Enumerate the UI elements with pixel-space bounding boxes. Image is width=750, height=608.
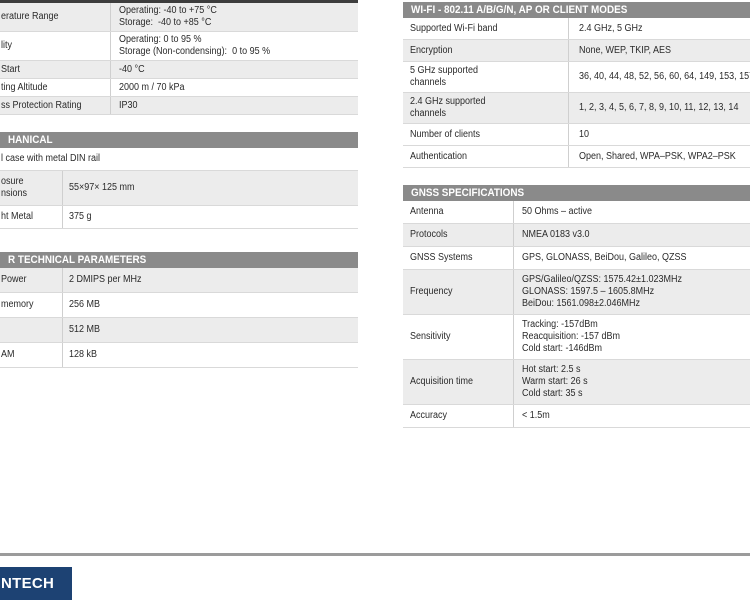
row-label: osure nsions [1,176,28,199]
row-value: Operating: -40 to +75 °C Storage: -40 to… [110,3,358,31]
row-value: 375 g [62,206,358,228]
row-value: 2.4 GHz, 5 GHz [568,18,750,39]
row-value: Tracking: -157dBm Reacquisition: -157 dB… [513,315,750,359]
row-label: Encryption [410,44,453,56]
table-row: Acquisition time Hot start: 2.5 s Warm st… [403,360,750,405]
table-wifi: WI-FI - 802.11 A/B/G/N, AP OR CLIENT MOD… [403,2,750,168]
table-row: Frequency GPS/Galileo/QZSS: 1575.42±1.023… [403,270,750,315]
table-row: AM 128 kB [0,343,358,368]
table-row: Supported Wi-Fi band 2.4 GHz, 5 GHz [403,18,750,40]
row-value: IP30 [110,97,358,114]
table-row: l case with metal DIN rail [0,148,358,171]
row-value: 256 MB [62,293,358,317]
row-label: Authentication [410,150,468,162]
row-label: erature Range [1,11,59,22]
table-row: Protocols NMEA 0183 v3.0 [403,224,750,247]
table-environmental: erature Range Operating: -40 to +75 °C St… [0,0,358,115]
table-row: 5 GHz supported channels 36, 40, 44, 48, … [403,62,750,93]
row-value: 36, 40, 44, 48, 52, 56, 60, 64, 149, 153… [568,62,750,92]
row-value: 128 kB [62,343,358,367]
table-row: 512 MB [0,318,358,343]
section-header: HANICAL [0,132,358,148]
row-label: Power [1,274,27,285]
row-value: NMEA 0183 v3.0 [513,224,750,246]
table-other-technical-parameters: R TECHNICAL PARAMETERS Power 2 DMIPS per M… [0,252,358,368]
row-value: 1, 2, 3, 4, 5, 6, 7, 8, 9, 10, 11, 12, 1… [568,93,750,123]
row-label: AM [1,349,15,360]
logo-text: NTECH [1,575,55,592]
table-row: erature Range Operating: -40 to +75 °C St… [0,3,358,32]
row-value: 50 Ohms – active [513,201,750,223]
row-label: Start [1,63,21,75]
table-row: ting Altitude 2000 m / 70 kPa [0,79,358,97]
left-column: erature Range Operating: -40 to +75 °C St… [0,0,358,368]
table-row: Start -40 °C [0,61,358,79]
section-header: R TECHNICAL PARAMETERS [0,252,358,268]
row-value: 2000 m / 70 kPa [110,79,358,96]
row-label: ting Altitude [1,81,48,93]
row-value: GPS/Galileo/QZSS: 1575.42±1.023MHz GLONA… [513,270,750,314]
row-value: 10 [568,124,750,145]
row-label: ht Metal [1,211,34,222]
row-label: Frequency [410,286,453,297]
table-mechanical: HANICAL l case with metal DIN rail osure n… [0,132,358,229]
row-value: < 1.5m [513,405,750,427]
row-label: Supported Wi-Fi band [410,22,498,34]
section-header: GNSS SPECIFICATIONS [403,185,750,201]
row-value: None, WEP, TKIP, AES [568,40,750,61]
table-row: GNSS Systems GPS, GLONASS, BeiDou, Galile… [403,247,750,270]
row-value: Hot start: 2.5 s Warm start: 26 s Cold s… [513,360,750,404]
row-value: 2 DMIPS per MHz [62,268,358,292]
table-row: ss Protection Rating IP30 [0,97,358,115]
table-gnss-specifications: GNSS SPECIFICATIONS Antenna 50 Ohms – acti… [403,185,750,428]
row-value: 512 MB [62,318,358,342]
table-row: ht Metal 375 g [0,206,358,229]
advantech-logo: NTECH [0,567,72,600]
row-label: Sensitivity [410,331,451,342]
row-label: Antenna [410,206,444,217]
section-header: WI-FI - 802.11 A/B/G/N, AP OR CLIENT MOD… [403,2,750,18]
row-value: l case with metal DIN rail [1,153,101,164]
row-value: GPS, GLONASS, BeiDou, Galileo, QZSS [513,247,750,269]
row-label: Number of clients [410,128,481,140]
table-row: memory 256 MB [0,293,358,318]
row-value: Open, Shared, WPA–PSK, WPA2–PSK [568,146,750,167]
table-row: Encryption None, WEP, TKIP, AES [403,40,750,62]
row-label: lity [1,40,13,51]
row-value: -40 °C [110,61,358,78]
row-label: Protocols [410,229,448,240]
row-label: ss Protection Rating [1,99,82,111]
table-row: lity Operating: 0 to 95 % Storage (Non-co… [0,32,358,61]
row-label: 5 GHz supported channels [410,65,479,88]
row-label [0,318,62,342]
footer-rule [0,553,750,556]
row-label: Accuracy [410,410,448,421]
table-row: Number of clients 10 [403,124,750,146]
table-row: osure nsions 55×97× 125 mm [0,171,358,206]
row-label: GNSS Systems [410,252,473,263]
row-value: Operating: 0 to 95 % Storage (Non-conden… [110,32,358,60]
row-label: 2.4 GHz supported channels [410,96,486,119]
table-row: Authentication Open, Shared, WPA–PSK, WPA… [403,146,750,168]
table-row: Power 2 DMIPS per MHz [0,268,358,293]
table-row: 2.4 GHz supported channels 1, 2, 3, 4, 5,… [403,93,750,124]
table-row: Antenna 50 Ohms – active [403,201,750,224]
row-label: Acquisition time [410,376,474,387]
row-value: 55×97× 125 mm [62,171,358,205]
table-row: Accuracy < 1.5m [403,405,750,428]
row-label: memory [1,299,34,310]
right-column: WI-FI - 802.11 A/B/G/N, AP OR CLIENT MOD… [403,2,750,428]
table-row: Sensitivity Tracking: -157dBm Reacquisiti… [403,315,750,360]
